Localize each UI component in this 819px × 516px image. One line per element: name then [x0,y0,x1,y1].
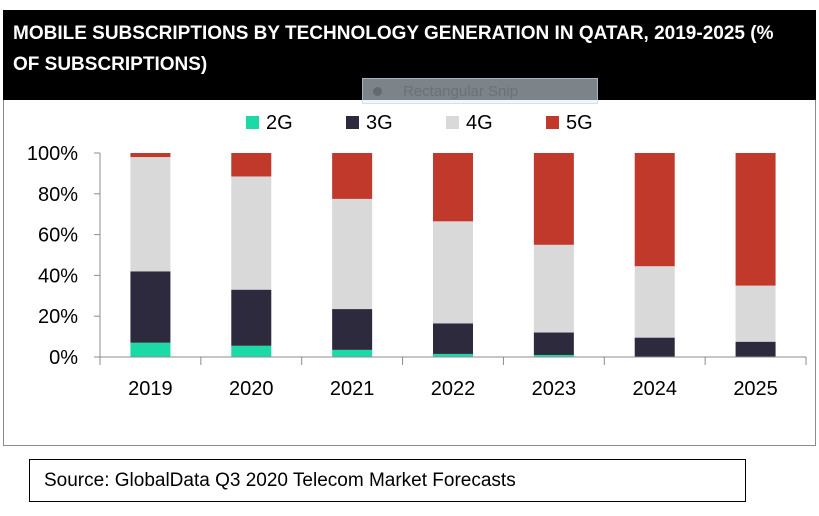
bar-segment-4g-2022 [433,221,473,324]
bar-segment-3g-2021 [332,309,373,350]
legend-swatch-3g [346,116,359,129]
legend: 2G 3G 4G 5G [246,112,593,134]
bar-segment-2g-2022 [433,353,473,357]
source-box: Source: GlobalData Q3 2020 Telecom Marke… [29,459,746,502]
snip-toolbar-overlay[interactable]: Rectangular Snip [362,78,598,104]
snip-mode-label: Rectangular Snip [403,83,519,100]
bar-segment-2g-2021 [332,349,373,357]
legend-swatch-2g [246,116,259,129]
bar-segment-5g-2019 [130,153,171,158]
x-tick-label: 2020 [229,378,274,400]
bar-segment-3g-2022 [433,323,473,354]
bars [130,153,776,357]
bar-segment-5g-2020 [231,153,272,177]
y-tick-label: 80% [38,184,78,206]
bar-segment-3g-2025 [735,341,776,357]
x-tick-label: 2025 [733,378,778,400]
bar-segment-5g-2023 [533,153,574,245]
x-tick-label: 2024 [632,378,677,400]
bar-segment-4g-2019 [130,157,171,272]
legend-label-3g: 3G [366,112,393,134]
record-dot-icon [373,87,382,96]
bar-segment-5g-2021 [332,153,373,199]
y-tick-label: 60% [38,225,78,247]
bar-segment-3g-2024 [634,337,675,357]
x-tick-label: 2021 [330,378,375,400]
legend-label-2g: 2G [266,112,293,134]
bar-segment-5g-2025 [735,153,776,286]
y-axis: 0% 20% 40% 60% 80% 100% [27,143,101,369]
bar-segment-5g-2024 [634,153,675,267]
x-axis: 2019 2020 2021 2022 2023 2024 2025 [99,356,807,400]
y-tick-label: 20% [38,306,78,328]
legend-swatch-5g [546,116,559,129]
bar-segment-3g-2020 [231,289,272,346]
y-tick-label: 40% [38,265,78,287]
chart-title: MOBILE SUBSCRIPTIONS BY TECHNOLOGY GENER… [13,23,774,75]
bar-segment-5g-2022 [433,153,473,222]
bar-segment-3g-2019 [130,271,171,343]
bar-segment-4g-2020 [231,176,272,290]
legend-label-4g: 4G [466,112,493,134]
x-tick-label: 2019 [128,378,173,400]
bar-segment-2g-2019 [130,342,171,357]
legend-swatch-4g [446,116,459,129]
bar-segment-3g-2023 [533,332,574,355]
x-tick-label: 2023 [532,378,577,400]
bar-segment-2g-2023 [533,354,574,357]
bar-segment-2g-2020 [231,345,272,357]
y-tick-label: 100% [27,143,78,165]
x-tick-label: 2022 [431,378,476,400]
bar-segment-4g-2021 [332,198,373,310]
bar-segment-4g-2024 [634,266,675,338]
legend-label-5g: 5G [566,112,593,134]
bar-segment-4g-2023 [533,244,574,333]
source-note: Source: GlobalData Q3 2020 Telecom Marke… [44,470,516,491]
bar-segment-4g-2025 [735,285,776,342]
y-tick-label: 0% [49,347,78,369]
